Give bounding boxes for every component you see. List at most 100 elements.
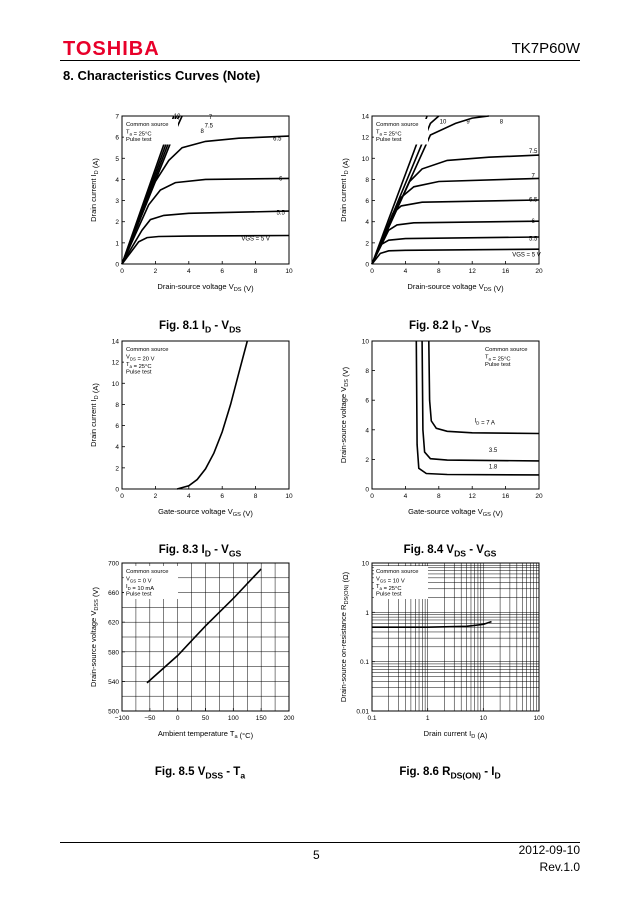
series-label: 6.5 bbox=[273, 136, 282, 142]
y-tick-label: 0 bbox=[115, 262, 119, 269]
series-label: 8 bbox=[200, 129, 204, 135]
series-label: 6 bbox=[279, 176, 283, 182]
legend-entry: Ta = 25°C bbox=[376, 584, 402, 592]
y-tick-label: 14 bbox=[112, 339, 120, 346]
y-tick-label: 4 bbox=[365, 427, 369, 434]
y-tick-label: 8 bbox=[115, 402, 119, 409]
y-tick-label: 660 bbox=[108, 590, 119, 597]
x-tick-label: 1 bbox=[426, 715, 430, 722]
x-axis-label: Drain-source voltage VDS (V) bbox=[157, 282, 254, 293]
series-line bbox=[176, 340, 249, 490]
legend-box bbox=[124, 344, 178, 377]
legend-entry: Pulse test bbox=[376, 592, 402, 598]
y-tick-label: 500 bbox=[108, 709, 119, 716]
toshiba-logo: TOSHIBA bbox=[63, 38, 160, 60]
x-tick-label: 200 bbox=[284, 715, 295, 722]
x-tick-label: 8 bbox=[437, 493, 441, 500]
chart-svg: 0 2 4 6 8 10 0 1 2 3 4 5 6 7 Drain-source voltage VDS … bbox=[89, 114, 293, 294]
legend-entry: Ta = 25°C bbox=[126, 130, 152, 138]
y-tick-label: 12 bbox=[112, 360, 120, 367]
caption-fig-8-2: Fig. 8.2 ID - VDS bbox=[320, 320, 580, 334]
x-tick-label: 16 bbox=[502, 268, 510, 275]
x-axis-label: Gate-source voltage VGS (V) bbox=[158, 507, 253, 518]
legend-box bbox=[124, 119, 178, 145]
y-tick-label: 540 bbox=[108, 679, 119, 686]
legend-entry: Common source bbox=[126, 122, 169, 128]
y-tick-label: 10 bbox=[362, 561, 370, 568]
y-tick-label: 700 bbox=[108, 561, 119, 568]
y-tick-label: 10 bbox=[112, 381, 120, 388]
y-tick-label: 2 bbox=[115, 465, 119, 472]
x-tick-label: 0 bbox=[120, 268, 124, 275]
caption-text: Fig. 8.1 ID - VDS bbox=[158, 320, 242, 335]
y-tick-label: 2 bbox=[365, 457, 369, 464]
legend-entry: Common source bbox=[126, 569, 169, 575]
x-tick-label: 0 bbox=[120, 493, 124, 500]
legend-entry: Pulse test bbox=[485, 362, 511, 368]
footer-rule bbox=[60, 842, 580, 843]
legend-entry: Pulse test bbox=[376, 137, 402, 143]
x-tick-label: 50 bbox=[202, 715, 210, 722]
series-label: 7.5 bbox=[529, 149, 538, 155]
legend-entry: ID = 10 mA bbox=[126, 584, 154, 592]
y-tick-label: 580 bbox=[108, 649, 119, 656]
legend-entry: Pulse test bbox=[126, 370, 152, 376]
chart-fig-8-2: 0 4 8 12 16 20 0 2 4 6 8 10 12 14 Drain-source voltage… bbox=[312, 108, 572, 333]
y-axis-label: Drain-source on-resistance RDS(ON) (Ω) bbox=[339, 571, 350, 702]
legend-entry: Pulse test bbox=[126, 592, 152, 598]
part-number: TK7P60W bbox=[511, 40, 580, 57]
y-axis-label: Drain current ID (A) bbox=[339, 158, 350, 222]
series-label: 7 bbox=[531, 173, 535, 179]
y-axis-label: Drain current ID (A) bbox=[89, 158, 100, 222]
series-label: VGS = 5 V bbox=[241, 237, 270, 243]
x-tick-label: 10 bbox=[285, 268, 293, 275]
legend-entry: Ta = 25°C bbox=[126, 362, 152, 370]
y-tick-label: 6 bbox=[115, 135, 119, 142]
series-line bbox=[146, 568, 262, 684]
caption-fig-8-4: Fig. 8.4 VDS - VGS bbox=[320, 544, 580, 558]
series-label: 9 bbox=[466, 119, 470, 125]
y-axis-label: Drain-source voltage VDS (V) bbox=[339, 366, 350, 463]
caption-text: Fig. 8.2 ID - VDS bbox=[408, 320, 492, 335]
chart-fig-8-6: 0.1 1 10 100 0.01 0.1 1 10 Drain current ID (A) D… bbox=[312, 555, 572, 780]
series-label: 10 bbox=[174, 114, 181, 120]
plot-frame bbox=[121, 340, 290, 490]
chart-svg: 0 4 8 12 16 20 0 2 4 6 8 10 Gate-source voltage VGS … bbox=[339, 339, 543, 519]
chart-fig-8-3: 0 2 4 6 8 10 0 2 4 6 8 10 12 14 Gate-source voltage VG… bbox=[62, 333, 322, 558]
series-label: 7.5 bbox=[205, 124, 214, 130]
x-tick-label: 8 bbox=[254, 268, 258, 275]
x-tick-label: 0 bbox=[370, 493, 374, 500]
series-line bbox=[372, 620, 492, 628]
x-tick-label: 100 bbox=[228, 715, 239, 722]
x-tick-label: 4 bbox=[404, 268, 408, 275]
x-tick-label: 16 bbox=[502, 493, 510, 500]
legend-box bbox=[124, 566, 178, 599]
y-tick-label: 0.1 bbox=[360, 659, 369, 666]
y-tick-label: 2 bbox=[115, 219, 119, 226]
x-tick-label: 6 bbox=[220, 493, 224, 500]
x-tick-label: 12 bbox=[469, 493, 477, 500]
y-tick-label: 8 bbox=[365, 368, 369, 375]
x-tick-label: −50 bbox=[144, 715, 155, 722]
y-tick-label: 6 bbox=[365, 398, 369, 405]
series-label: 6 bbox=[531, 219, 535, 225]
series-line bbox=[121, 210, 290, 265]
y-tick-label: 0.01 bbox=[356, 709, 369, 716]
plot-frame bbox=[371, 115, 540, 265]
series-line bbox=[371, 248, 540, 265]
y-tick-label: 2 bbox=[365, 240, 369, 247]
plot-frame bbox=[121, 115, 290, 265]
series-label: 8 bbox=[500, 119, 504, 125]
x-tick-label: 10 bbox=[285, 493, 293, 500]
chart-fig-8-1: 0 2 4 6 8 10 0 1 2 3 4 5 6 7 Drain-source voltage VDS … bbox=[62, 108, 322, 333]
legend-entry: Common source bbox=[126, 347, 169, 353]
legend-entry: VDS = 20 V bbox=[126, 355, 155, 363]
series-line bbox=[121, 177, 290, 265]
series-label: 3.5 bbox=[489, 448, 498, 454]
caption-text: Fig. 8.6 RDS(ON) - ID bbox=[399, 766, 501, 781]
page-number: 5 bbox=[313, 848, 320, 862]
y-tick-label: 12 bbox=[362, 135, 370, 142]
y-tick-label: 4 bbox=[115, 444, 119, 451]
plot-frame bbox=[371, 562, 540, 712]
